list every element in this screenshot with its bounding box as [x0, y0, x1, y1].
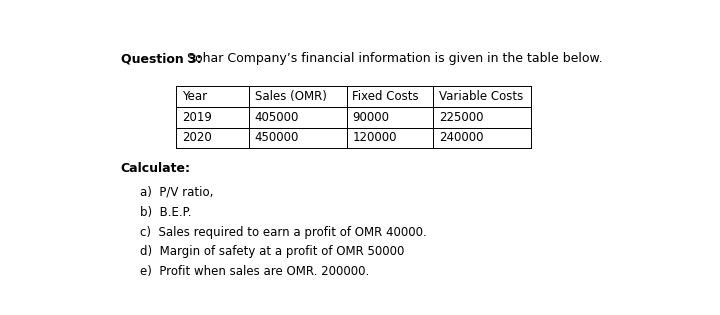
- Text: a)  P/V ratio,: a) P/V ratio,: [140, 186, 214, 199]
- Text: Fixed Costs: Fixed Costs: [352, 90, 419, 103]
- Text: 450000: 450000: [255, 131, 299, 144]
- Text: Sales (OMR): Sales (OMR): [255, 90, 326, 103]
- Text: c)  Sales required to earn a profit of OMR 40000.: c) Sales required to earn a profit of OM…: [140, 226, 427, 238]
- Text: d)  Margin of safety at a profit of OMR 50000: d) Margin of safety at a profit of OMR 5…: [140, 245, 405, 258]
- Text: 2020: 2020: [182, 131, 212, 144]
- Text: Sohar Company’s financial information is given in the table below.: Sohar Company’s financial information is…: [184, 52, 603, 65]
- Text: 240000: 240000: [438, 131, 483, 144]
- Text: Variable Costs: Variable Costs: [438, 90, 523, 103]
- Text: e)  Profit when sales are OMR. 200000.: e) Profit when sales are OMR. 200000.: [140, 265, 369, 278]
- Text: 2019: 2019: [182, 111, 212, 124]
- Text: Calculate:: Calculate:: [121, 162, 191, 175]
- Text: 120000: 120000: [352, 131, 397, 144]
- Text: b)  B.E.P.: b) B.E.P.: [140, 206, 192, 219]
- Text: 90000: 90000: [352, 111, 390, 124]
- Text: Year: Year: [182, 90, 207, 103]
- Text: Question 3:: Question 3:: [121, 52, 202, 65]
- Text: 405000: 405000: [255, 111, 299, 124]
- Text: 225000: 225000: [438, 111, 483, 124]
